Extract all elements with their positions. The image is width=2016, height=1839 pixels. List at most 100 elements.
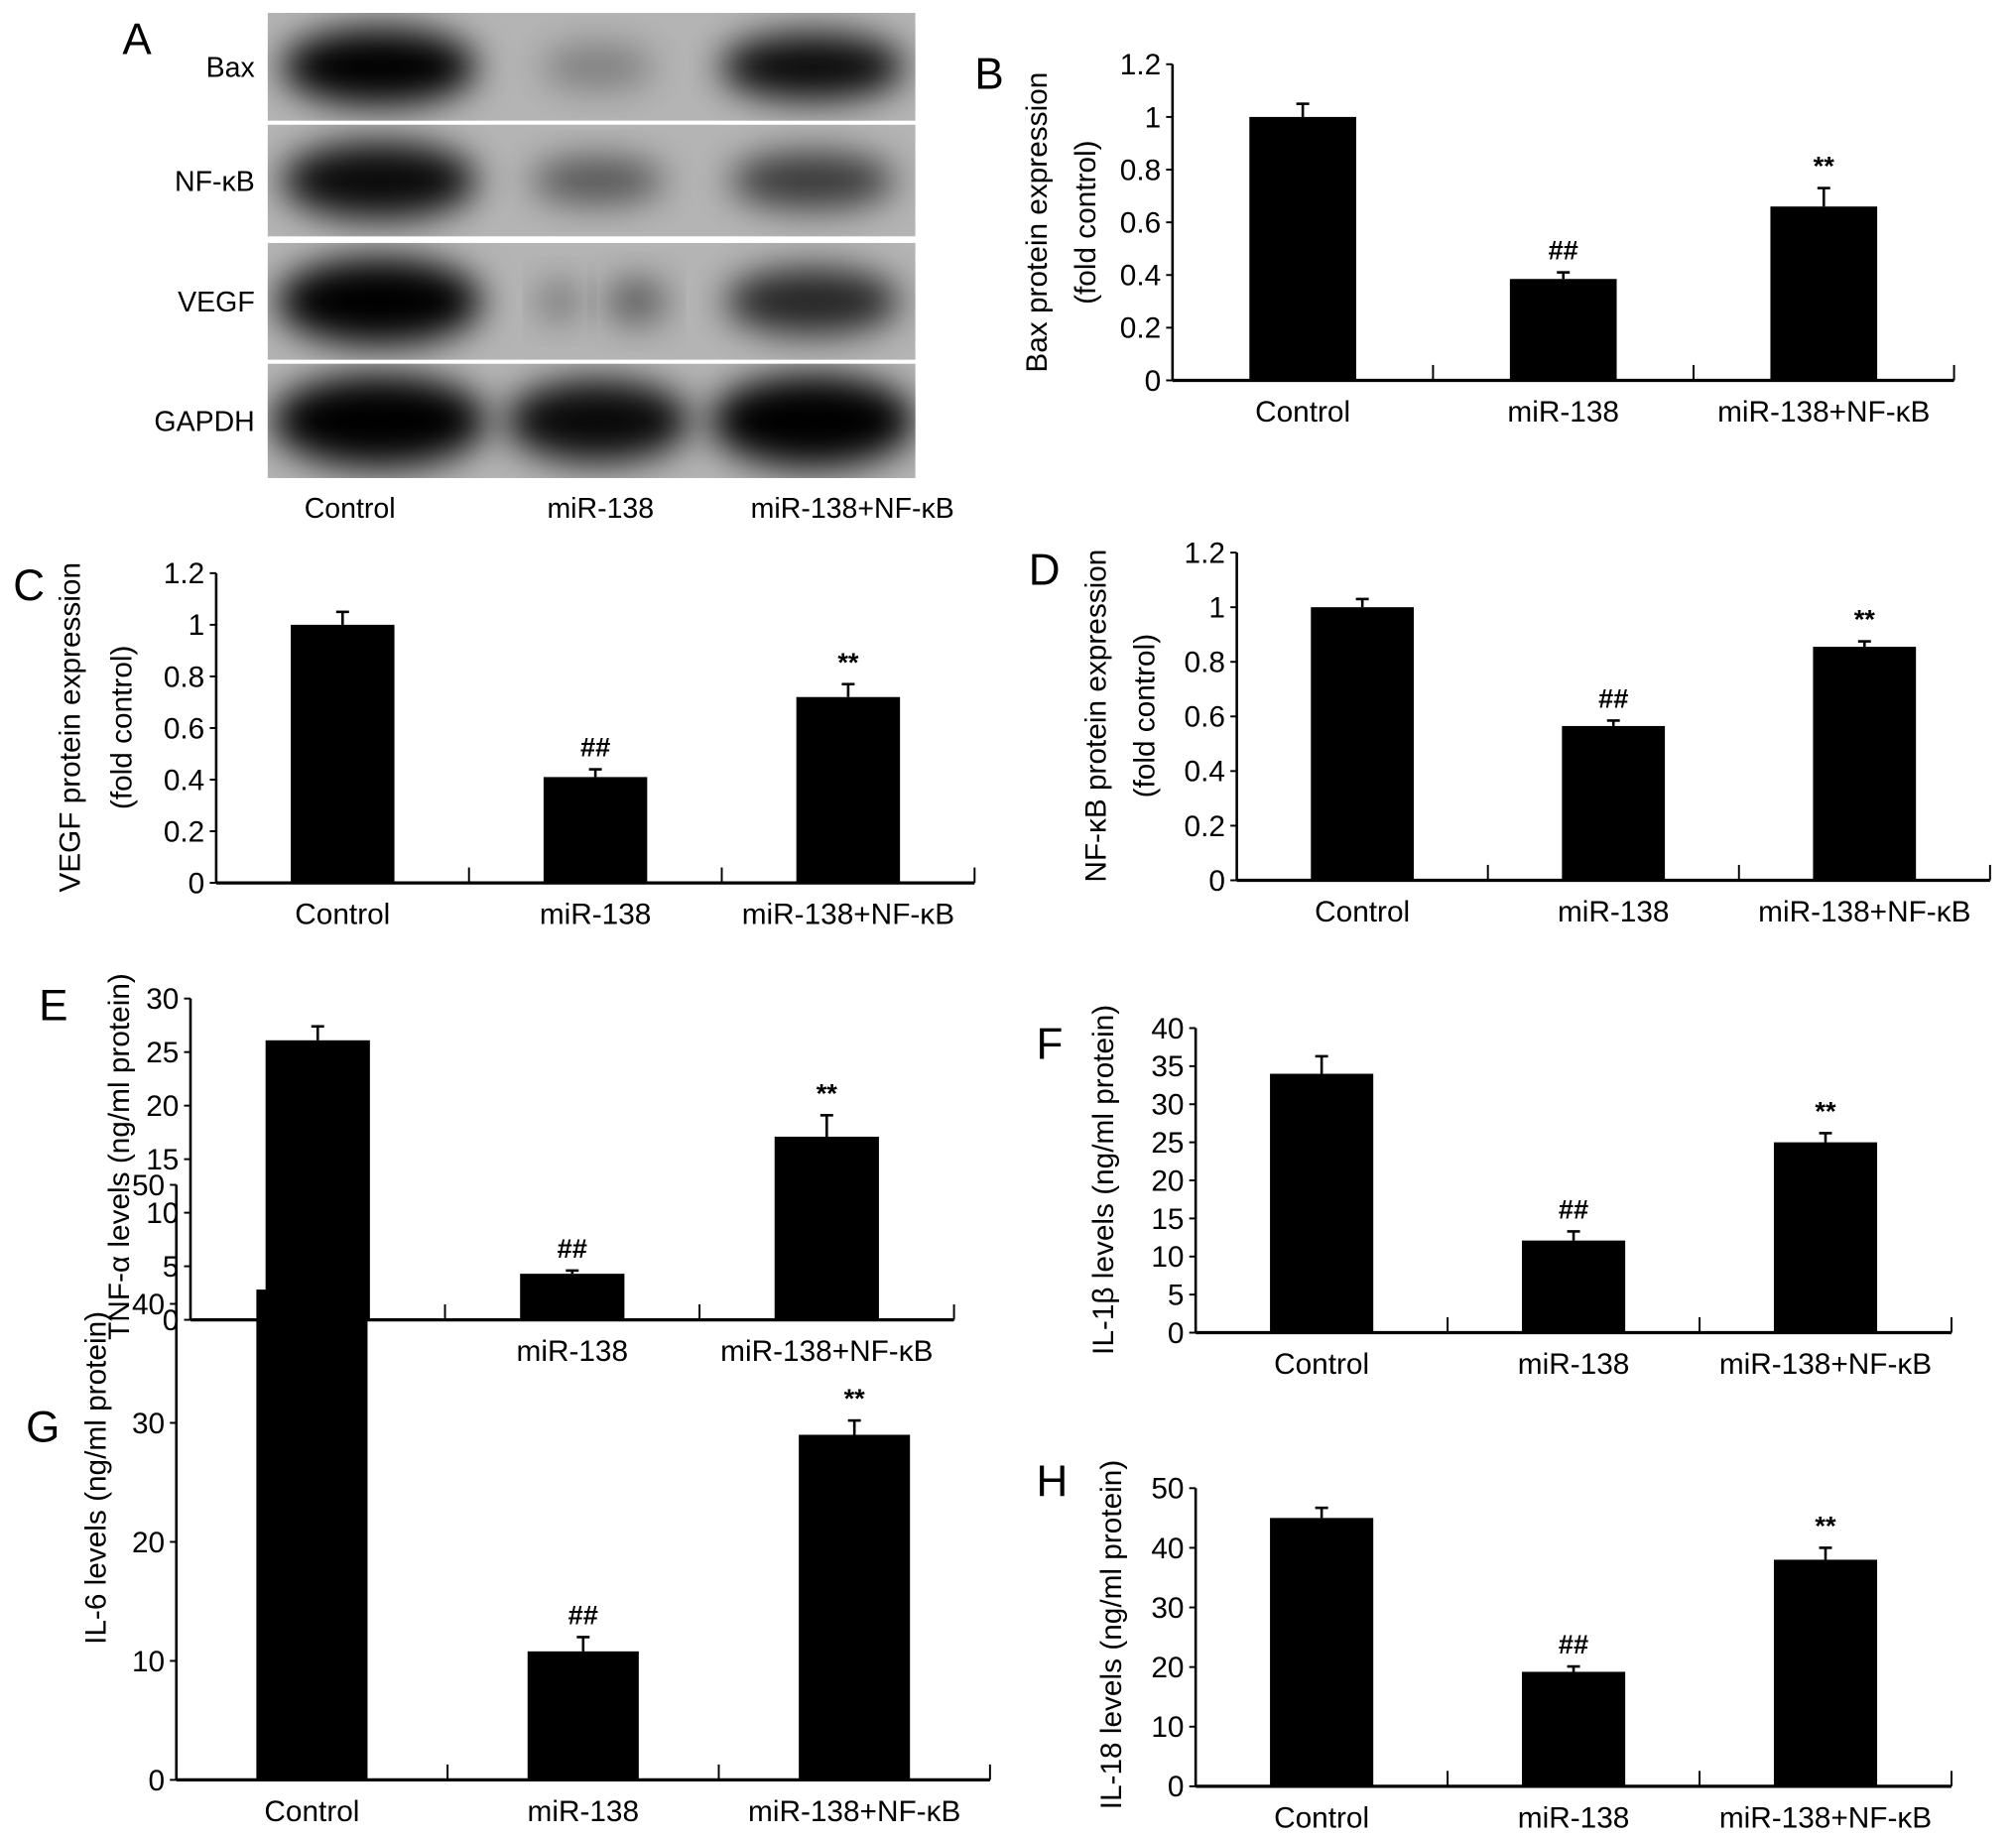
panel-letter: C [13,561,45,610]
y-tick-label: 10 [132,1646,165,1678]
blot-band [276,257,483,345]
bar-mir-138 [520,1274,625,1320]
significance-marker: ** [817,1077,838,1108]
x-category-label: Control [1274,1801,1369,1834]
bar-mir-138-nfkb [796,696,901,884]
panel-letter: D [1029,546,1061,594]
bar-charts: B 0 0.2 0.4 0.6 0.8 1 1.2 Bax protein expression… [13,49,1991,1834]
y-tick-label: 5 [1168,1280,1185,1312]
blot-row-label: NF-κB [175,166,255,197]
bar-mir-138 [1562,725,1666,881]
y-axis-label: IL-1β levels (ng/ml protein) [1087,1005,1120,1355]
blot-row-label: Bax [206,53,255,84]
x-category-label: Control [264,1795,359,1828]
x-category-label: miR-138+NF-κB [748,1795,960,1828]
significance-marker: ## [568,1599,598,1630]
y-tick-label: 20 [1151,1652,1184,1684]
panel-letter: E [39,982,67,1031]
blot-band [605,278,668,325]
blot-band [541,44,655,90]
y-axis-label: VEGF protein expression [55,562,87,893]
x-category-label: miR-138 [540,899,652,931]
y-tick-label: 0.8 [164,661,204,693]
significance-marker: ## [1559,1629,1588,1659]
bar-control [1249,116,1356,381]
blot-band [719,33,906,101]
blot-strip-bax [267,12,916,121]
blot-band [271,374,488,467]
y-axis-label: IL-6 levels (ng/ml protein) [79,1311,112,1645]
blot-band [536,281,583,322]
significance-marker: ## [1598,682,1628,713]
y-tick-label: 15 [146,1144,179,1176]
chart-panel-e: E 0 5 10 15 20 25 30 TNF-α levels (ng/ml protein… [39,973,955,1368]
bar-mir-138-nfkb [1773,1142,1878,1333]
y-tick-label: 40 [1151,1013,1184,1045]
blot-row-label: VEGF [178,287,255,318]
x-category-label: Control [1255,396,1350,429]
blot-band [281,28,477,106]
y-axis-label: (fold control) [1129,634,1162,798]
bar-mir-138 [1522,1240,1626,1333]
x-category-label: Control [295,899,390,931]
y-tick-label: 0 [149,1765,166,1797]
y-tick-label: 0.2 [164,815,204,848]
y-tick-label: 20 [1151,1165,1184,1197]
y-axis-label: (fold control) [105,646,138,810]
significance-marker: ## [558,1233,587,1264]
significance-marker: ** [1814,151,1835,182]
bar-control [265,1040,370,1320]
significance-marker: ** [1815,1095,1836,1126]
bar-control [1311,607,1415,881]
significance-marker: ** [837,647,859,677]
blot-band [724,268,901,335]
significance-marker: ** [1815,1510,1836,1540]
bar-control [1270,1518,1374,1786]
chart-panel-b: B 0 0.2 0.4 0.6 0.8 1 1.2 Bax protein expression… [974,49,1955,429]
y-tick-label: 1 [1208,592,1225,625]
y-tick-label: 0 [1208,865,1225,898]
significance-marker: ** [844,1383,866,1413]
y-tick-label: 1.2 [164,557,204,590]
y-tick-label: 10 [1151,1711,1184,1744]
chart-panel-d: D 0 0.2 0.4 0.6 0.8 1 1.2 NF-κB protein expressi… [1029,537,1991,928]
y-tick-label: 0.6 [1120,207,1161,240]
x-category-label: miR-138+NF-κB [742,899,954,931]
x-category-label: miR-138 [517,1335,629,1368]
y-tick-label: 0.8 [1120,154,1161,186]
x-category-label: miR-138+NF-κB [1717,396,1930,429]
significance-marker: ** [1854,604,1876,635]
y-tick-label: 1.2 [1120,49,1161,81]
bar-control [291,624,395,884]
x-category-label: Control [1315,896,1410,928]
y-tick-label: 20 [146,1090,179,1123]
y-tick-label: 0 [189,867,205,900]
y-tick-label: 0.4 [1185,756,1225,789]
y-tick-label: 0.6 [1185,701,1225,734]
bar-mir-138 [1509,279,1617,381]
bar-control [1270,1073,1374,1333]
blot-lane-label: miR-138+NF-κB [751,493,954,525]
y-tick-label: 1.2 [1185,537,1225,569]
chart-panel-c: C 0 0.2 0.4 0.6 0.8 1 1.2 VEGF protein expressio… [13,557,976,931]
y-tick-label: 50 [132,1169,165,1202]
x-category-label: miR-138 [1507,396,1619,429]
y-axis-label: Bax protein expression [1021,72,1054,373]
x-category-label: miR-138+NF-κB [1719,1801,1932,1834]
y-tick-label: 15 [1151,1203,1184,1236]
y-axis-label: TNF-α levels (ng/ml protein) [103,973,136,1340]
blot-band [709,374,916,467]
significance-marker: ## [1559,1193,1588,1224]
y-tick-label: 0.2 [1185,810,1225,843]
y-tick-label: 10 [1151,1241,1184,1274]
blot-lane-label: Control [305,493,396,525]
x-category-label: miR-138+NF-κB [1758,896,1970,928]
x-category-label: miR-138 [1518,1348,1630,1381]
y-tick-label: 10 [146,1197,179,1230]
y-tick-label: 0.8 [1185,647,1225,679]
bar-mir-138-nfkb [1773,1559,1878,1786]
panel-letter: B [974,50,1003,98]
y-tick-label: 0 [1145,365,1162,398]
blot-strip-vegf [267,242,916,360]
